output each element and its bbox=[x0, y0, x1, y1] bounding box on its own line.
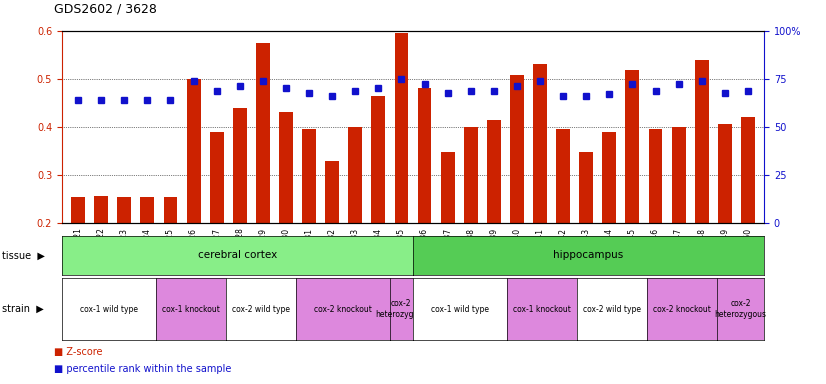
Bar bbox=[256, 43, 270, 223]
Text: cox-1 wild type: cox-1 wild type bbox=[80, 305, 138, 314]
Bar bbox=[579, 152, 593, 223]
Text: cox-1 wild type: cox-1 wild type bbox=[431, 305, 489, 314]
Bar bbox=[625, 70, 639, 223]
Text: cox-1 knockout: cox-1 knockout bbox=[513, 305, 571, 314]
Bar bbox=[164, 197, 178, 223]
Text: cox-2
heterozygous: cox-2 heterozygous bbox=[714, 300, 767, 319]
Bar bbox=[117, 197, 131, 223]
Bar bbox=[233, 109, 247, 223]
Bar bbox=[464, 127, 477, 223]
Bar bbox=[210, 132, 224, 223]
Bar bbox=[187, 79, 201, 223]
Text: cox-2 knockout: cox-2 knockout bbox=[653, 305, 711, 314]
Bar bbox=[556, 129, 570, 223]
Bar bbox=[441, 152, 454, 223]
Bar bbox=[418, 88, 431, 223]
Bar bbox=[94, 196, 108, 223]
Text: ■ Z-score: ■ Z-score bbox=[54, 347, 102, 357]
Bar bbox=[302, 129, 316, 223]
Bar bbox=[325, 161, 339, 223]
Text: strain  ▶: strain ▶ bbox=[2, 304, 44, 314]
Text: tissue  ▶: tissue ▶ bbox=[2, 250, 45, 260]
Text: cerebral cortex: cerebral cortex bbox=[198, 250, 277, 260]
Bar bbox=[602, 131, 616, 223]
Bar bbox=[372, 96, 385, 223]
Bar bbox=[672, 127, 686, 223]
Text: ■ percentile rank within the sample: ■ percentile rank within the sample bbox=[54, 364, 231, 374]
Bar bbox=[71, 197, 85, 223]
Bar bbox=[140, 197, 154, 223]
Bar bbox=[695, 60, 709, 223]
Bar bbox=[279, 112, 293, 223]
Text: GDS2602 / 3628: GDS2602 / 3628 bbox=[54, 2, 157, 15]
Text: cox-2 knockout: cox-2 knockout bbox=[314, 305, 372, 314]
Bar bbox=[487, 119, 501, 223]
Bar bbox=[349, 127, 362, 223]
Text: hippocampus: hippocampus bbox=[553, 250, 624, 260]
Bar bbox=[533, 64, 547, 223]
Text: cox-2 wild type: cox-2 wild type bbox=[583, 305, 641, 314]
Text: cox-2 wild type: cox-2 wild type bbox=[232, 305, 290, 314]
Bar bbox=[741, 117, 755, 223]
Bar bbox=[718, 124, 732, 223]
Bar bbox=[395, 33, 408, 223]
Bar bbox=[648, 129, 662, 223]
Text: cox-2
heterozygous: cox-2 heterozygous bbox=[375, 300, 427, 319]
Bar bbox=[510, 75, 524, 223]
Text: cox-1 knockout: cox-1 knockout bbox=[162, 305, 220, 314]
